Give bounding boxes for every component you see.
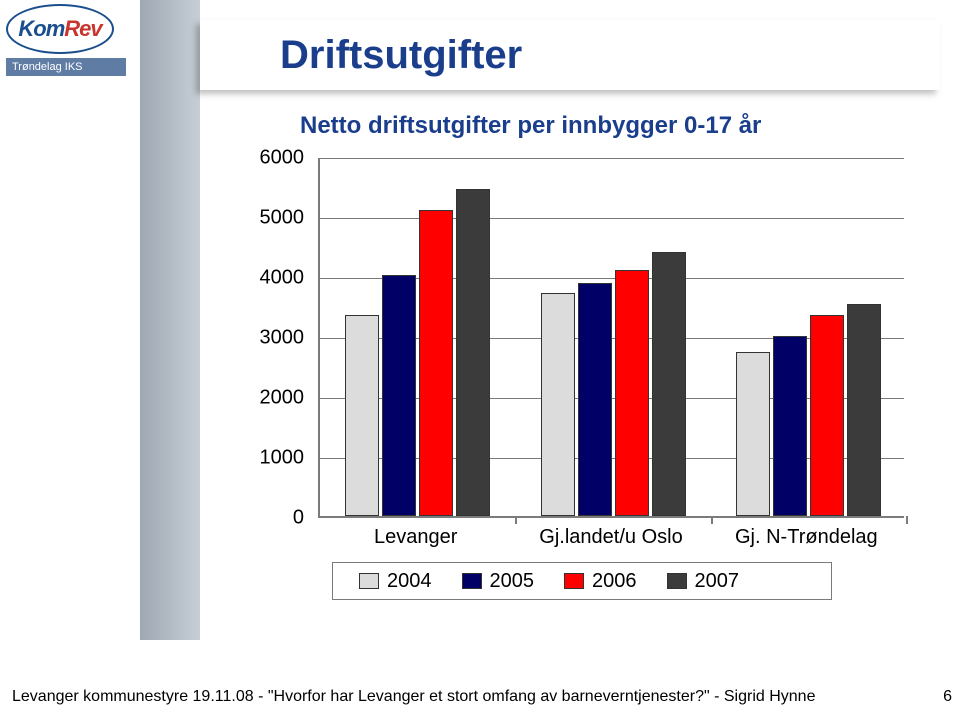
left-decorative-strip xyxy=(140,0,200,640)
x-tick xyxy=(711,516,713,524)
bar xyxy=(652,252,686,516)
bar-chart: 0100020003000400050006000 LevangerGj.lan… xyxy=(242,158,912,576)
y-axis: 0100020003000400050006000 xyxy=(242,158,312,518)
bar xyxy=(810,315,844,516)
legend: 2004 2005 2006 2007 xyxy=(332,562,832,600)
grid-line xyxy=(320,218,904,219)
legend-item: 2005 xyxy=(462,570,535,593)
legend-swatch xyxy=(564,573,584,589)
legend-label: 2006 xyxy=(592,570,637,593)
logo-oval: KomRev xyxy=(6,4,114,54)
plot-area xyxy=(318,158,904,518)
x-tick xyxy=(906,516,908,524)
legend-item: 2004 xyxy=(359,570,432,593)
bar xyxy=(456,189,490,516)
y-tick-label: 4000 xyxy=(242,267,312,290)
legend-swatch xyxy=(667,573,687,589)
legend-item: 2007 xyxy=(667,570,740,593)
x-category-label: Gj. N-Trøndelag xyxy=(709,526,904,549)
bar xyxy=(382,275,416,516)
x-tick xyxy=(515,516,517,524)
bar xyxy=(578,283,612,516)
logo-text-a: Kom xyxy=(18,16,64,42)
x-category-label: Gj.landet/u Oslo xyxy=(513,526,708,549)
bar xyxy=(345,315,379,516)
legend-swatch xyxy=(359,573,379,589)
legend-label: 2004 xyxy=(387,570,432,593)
logo: KomRev Trøndelag IKS xyxy=(6,4,126,76)
slide-page: KomRev Trøndelag IKS Driftsutgifter Nett… xyxy=(0,0,960,716)
legend-swatch xyxy=(462,573,482,589)
legend-item: 2006 xyxy=(564,570,637,593)
legend-label: 2007 xyxy=(695,570,740,593)
bar xyxy=(736,352,770,516)
y-tick-label: 0 xyxy=(242,507,312,530)
legend-label: 2005 xyxy=(490,570,535,593)
logo-subbrand-text: Trøndelag IKS xyxy=(12,61,83,73)
y-tick-label: 2000 xyxy=(242,387,312,410)
page-number: 6 xyxy=(943,688,952,706)
logo-text-b: Rev xyxy=(64,16,101,42)
title-card: Driftsutgifter xyxy=(200,20,940,90)
footer-text: Levanger kommunestyre 19.11.08 - "Hvorfo… xyxy=(12,688,815,706)
y-tick-label: 5000 xyxy=(242,207,312,230)
footer: Levanger kommunestyre 19.11.08 - "Hvorfo… xyxy=(12,688,952,706)
bar xyxy=(773,336,807,516)
bar xyxy=(847,304,881,516)
chart-title: Driftsutgifter xyxy=(280,33,522,78)
bar xyxy=(541,293,575,516)
x-category-label: Levanger xyxy=(318,526,513,549)
bar xyxy=(419,210,453,516)
grid-line xyxy=(320,158,904,159)
logo-subbrand-bar: Trøndelag IKS xyxy=(6,58,126,76)
y-tick-label: 6000 xyxy=(242,147,312,170)
y-tick-label: 1000 xyxy=(242,447,312,470)
y-tick-label: 3000 xyxy=(242,327,312,350)
bar xyxy=(615,270,649,516)
chart-subtitle: Netto driftsutgifter per innbygger 0-17 … xyxy=(300,112,761,140)
